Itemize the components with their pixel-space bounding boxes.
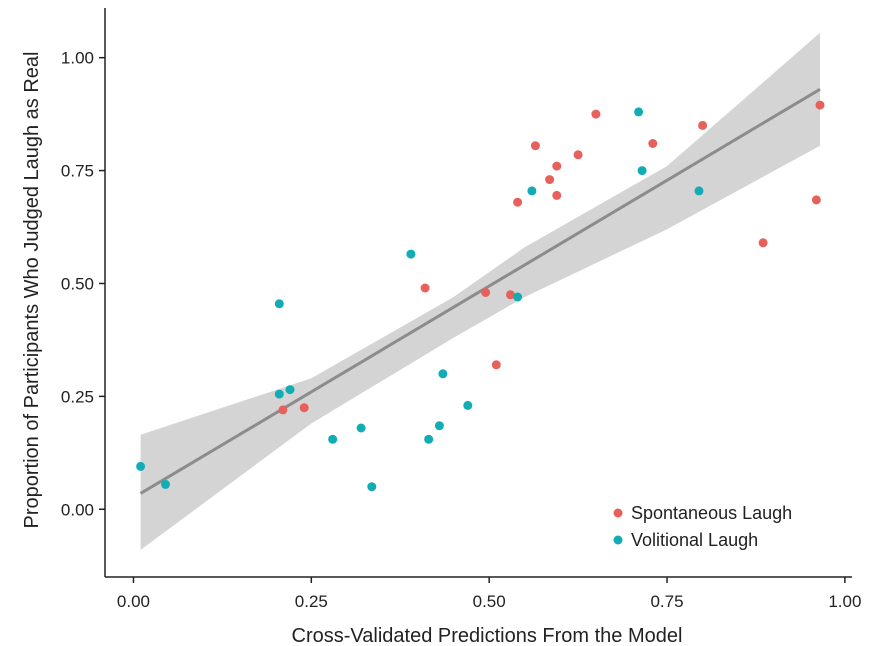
point-spontaneous: [648, 139, 658, 148]
point-spontaneous: [815, 100, 825, 110]
ticks: 0.00 0.25 0.50 0.75 1.00 0.00 0.25 0.50 0.75 1.00: [61, 49, 862, 611]
point-volitional: [356, 423, 366, 433]
point-volitional: [424, 434, 434, 444]
y-tick-label: 1.00: [61, 49, 94, 68]
x-tick-label: 0.00: [117, 592, 150, 611]
point-spontaneous: [506, 290, 515, 300]
y-tick-label: 0.50: [61, 274, 94, 293]
point-spontaneous: [481, 288, 491, 297]
regression-line: [139, 87, 821, 495]
legend-label-volitional: Volitional Laugh: [631, 530, 758, 550]
x-tick-label: 0.50: [473, 592, 506, 611]
points-layer: [136, 100, 825, 492]
point-spontaneous: [491, 360, 501, 370]
point-volitional: [634, 107, 644, 117]
x-tick-label: 1.00: [828, 592, 861, 611]
point-volitional: [328, 434, 338, 444]
point-volitional: [434, 421, 444, 431]
y-tick-label: 0.25: [61, 387, 94, 406]
point-volitional: [513, 292, 523, 302]
legend-marker-volitional: [613, 535, 623, 545]
point-spontaneous: [698, 120, 708, 130]
axes: [104, 8, 852, 578]
point-volitional: [463, 400, 473, 410]
y-axis-title: Proportion of Participants Who Judged La…: [21, 52, 43, 529]
y-tick-label: 0.00: [61, 500, 94, 519]
legend-label-spontaneous: Spontaneous Laugh: [631, 503, 792, 523]
point-volitional: [406, 249, 416, 259]
point-spontaneous: [278, 405, 288, 415]
legend-marker-spontaneous: [613, 508, 623, 518]
point-spontaneous: [811, 195, 821, 205]
point-spontaneous: [420, 283, 430, 293]
x-tick-label: 0.75: [650, 592, 683, 611]
point-spontaneous: [591, 109, 601, 119]
point-spontaneous: [513, 197, 523, 207]
point-volitional: [637, 166, 647, 176]
point-spontaneous: [545, 175, 555, 185]
point-spontaneous: [530, 141, 540, 151]
point-spontaneous: [552, 190, 562, 200]
legend: Spontaneous Laugh Volitional Laugh: [613, 503, 792, 550]
x-tick-label: 0.25: [295, 592, 328, 611]
point-volitional: [367, 482, 377, 492]
point-spontaneous: [299, 403, 309, 413]
x-axis-title: Cross-Validated Predictions From the Mod…: [292, 625, 683, 646]
point-volitional: [161, 479, 170, 489]
point-spontaneous: [552, 161, 562, 171]
point-volitional: [136, 461, 146, 471]
point-spontaneous: [758, 238, 768, 248]
point-volitional: [438, 369, 448, 379]
y-tick-label: 0.75: [61, 162, 94, 181]
point-volitional: [274, 299, 284, 309]
point-volitional: [274, 389, 284, 399]
point-volitional: [285, 385, 295, 395]
point-spontaneous: [573, 150, 583, 160]
point-volitional: [694, 186, 704, 196]
fit-line-layer: [139, 87, 821, 495]
point-volitional: [527, 186, 537, 196]
